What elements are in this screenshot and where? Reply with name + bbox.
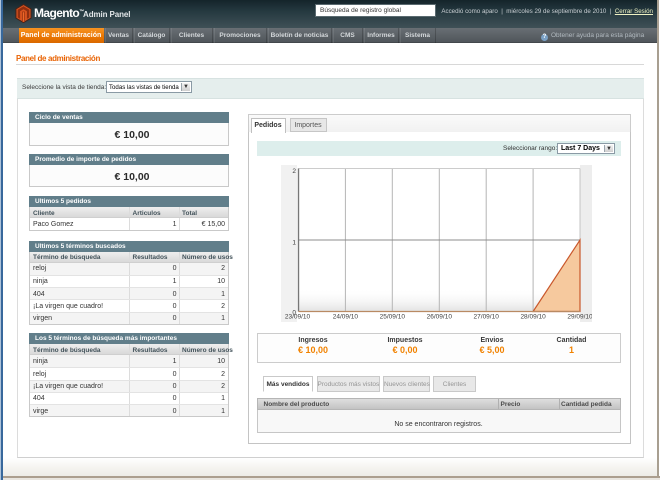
svg-text:25/09/10: 25/09/10 [380, 313, 406, 320]
svg-text:23/09/10: 23/09/10 [285, 313, 311, 320]
svg-text:28/09/10: 28/09/10 [520, 313, 546, 320]
svg-text:24/09/10: 24/09/10 [333, 313, 359, 320]
svg-text:26/09/10: 26/09/10 [427, 313, 453, 320]
svg-text:29/09/10: 29/09/10 [567, 313, 592, 320]
svg-text:0: 0 [292, 309, 296, 316]
svg-text:27/09/10: 27/09/10 [474, 313, 500, 320]
svg-text:1: 1 [292, 239, 296, 246]
svg-text:2: 2 [292, 168, 296, 175]
